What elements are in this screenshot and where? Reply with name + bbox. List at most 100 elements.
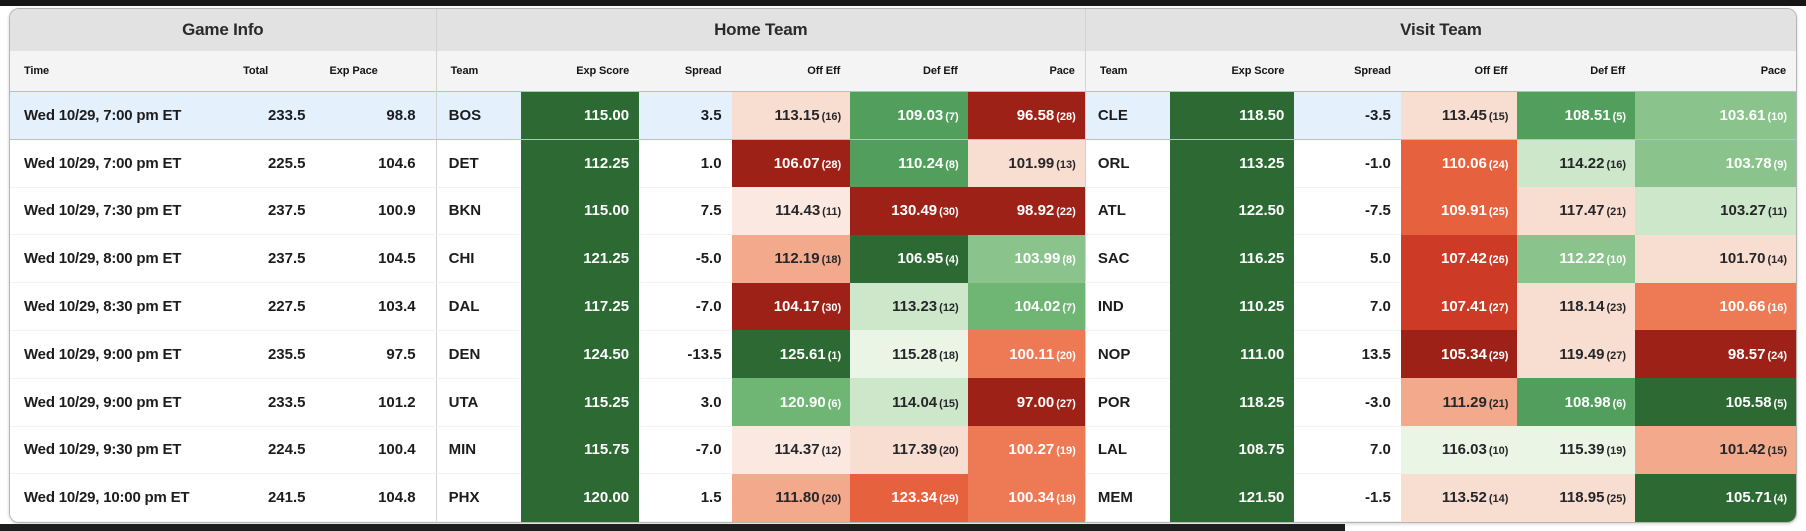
home-def-eff: 114.04 (15) — [850, 378, 968, 427]
home-def-eff: 110.24 (8) — [850, 139, 968, 188]
visit-spread: -3.5 — [1294, 91, 1401, 140]
visit-def-eff-value: 115.39 — [1559, 441, 1605, 459]
visit-spread: 7.0 — [1294, 426, 1401, 475]
visit-pace-value: 105.58 — [1725, 393, 1772, 411]
game-total: 227.5 — [233, 282, 316, 331]
visit-off-eff: 111.29 (21) — [1400, 378, 1518, 427]
visit-def-eff-value: 108.51 — [1564, 106, 1611, 124]
visit-def-eff-value: 118.95 — [1559, 489, 1605, 507]
home-exp-score: 112.25 — [520, 139, 640, 188]
col-header-home-spread: Spread — [639, 51, 732, 92]
col-header-home-off-eff: Off Eff — [731, 51, 851, 92]
visit-team-abbr: CLE — [1084, 91, 1170, 140]
section-header-visit-team: Visit Team — [1084, 9, 1796, 51]
visit-def-eff: 119.49 (27) — [1517, 330, 1636, 379]
col-header-visit-def-eff: Def Eff — [1517, 51, 1636, 92]
game-time: Wed 10/29, 9:30 pm ET — [10, 426, 234, 475]
horizontal-scrollbar[interactable] — [0, 524, 1345, 531]
home-pace: 96.58 (28) — [967, 91, 1086, 140]
section-header-home-team: Home Team — [435, 9, 1086, 51]
home-spread: 7.5 — [639, 187, 732, 236]
visit-spread: 13.5 — [1294, 330, 1401, 379]
visit-spread: -1.5 — [1294, 473, 1401, 523]
home-off-eff-rank: (12) — [821, 445, 842, 458]
home-pace-rank: (28) — [1056, 110, 1076, 123]
home-spread: 3.0 — [639, 378, 732, 427]
visit-def-eff: 115.39 (19) — [1517, 426, 1636, 474]
home-pace-value: 100.11 — [1009, 345, 1055, 363]
game-time: Wed 10/29, 7:30 pm ET — [10, 187, 234, 236]
game-row[interactable]: Wed 10/29, 8:00 pm ET 237.5 104.5 CHI 121.25… — [10, 234, 1796, 284]
home-team-abbr: DAL — [435, 282, 521, 331]
home-off-eff-value: 125.61 — [779, 345, 826, 363]
game-exp-pace: 100.9 — [315, 187, 437, 236]
visit-pace-rank: (5) — [1773, 397, 1787, 410]
home-off-eff: 125.61 (1) — [731, 330, 851, 379]
visit-off-eff: 110.06 (24) — [1400, 139, 1518, 188]
game-row[interactable]: Wed 10/29, 8:30 pm ET 227.5 103.4 DAL 117.25… — [10, 282, 1796, 331]
home-pace-rank: (20) — [1056, 349, 1076, 362]
game-time: Wed 10/29, 9:00 pm ET — [10, 378, 234, 427]
odds-table-card: Game Info Home Team Visit Team Time Tota… — [9, 8, 1797, 524]
game-time: Wed 10/29, 7:00 pm ET — [10, 139, 234, 188]
games-tbody: Wed 10/29, 7:00 pm ET 233.5 98.8 BOS 115.00 3… — [10, 91, 1796, 523]
visit-exp-score: 122.50 — [1169, 187, 1295, 235]
home-off-eff-value: 104.17 — [773, 298, 820, 316]
visit-pace: 105.58 (5) — [1635, 378, 1796, 427]
visit-def-eff-value: 114.22 — [1559, 154, 1605, 172]
game-row[interactable]: Wed 10/29, 9:00 pm ET 233.5 101.2 UTA 115.25… — [10, 378, 1796, 427]
game-row[interactable]: Wed 10/29, 7:30 pm ET 237.5 100.9 BKN 115.00… — [10, 187, 1796, 236]
visit-pace-value: 103.78 — [1725, 154, 1772, 172]
home-pace-value: 100.34 — [1008, 489, 1055, 507]
visit-pace-rank: (16) — [1767, 302, 1787, 315]
game-row[interactable]: Wed 10/29, 9:30 pm ET 224.5 100.4 MIN 115.75… — [10, 426, 1796, 475]
game-exp-pace: 98.8 — [315, 91, 437, 140]
home-off-eff-rank: (20) — [821, 493, 842, 506]
game-total: 237.5 — [233, 234, 316, 284]
home-team-abbr: PHX — [435, 473, 521, 523]
home-pace-rank: (13) — [1056, 158, 1076, 171]
home-def-eff: 106.95 (4) — [850, 234, 968, 283]
visit-off-eff-rank: (14) — [1488, 493, 1509, 506]
visit-spread: 5.0 — [1294, 234, 1401, 284]
home-def-eff-value: 109.03 — [897, 106, 944, 124]
home-def-eff: 130.49 (30) — [850, 187, 968, 235]
visit-off-eff: 107.42 (26) — [1400, 234, 1518, 283]
game-total: 233.5 — [233, 91, 316, 140]
home-spread: 1.0 — [639, 139, 732, 188]
game-exp-pace: 100.4 — [315, 426, 437, 475]
visit-def-eff: 118.95 (25) — [1517, 473, 1636, 522]
home-def-eff-rank: (7) — [945, 110, 959, 123]
home-off-eff-rank: (30) — [821, 302, 842, 315]
visit-off-eff-value: 111.29 — [1442, 393, 1487, 411]
home-exp-score: 120.00 — [520, 473, 640, 522]
visit-exp-score: 118.50 — [1169, 91, 1295, 140]
visit-def-eff-rank: (23) — [1606, 302, 1627, 315]
visit-off-eff-rank: (10) — [1488, 445, 1509, 458]
game-row[interactable]: Wed 10/29, 7:00 pm ET 233.5 98.8 BOS 115.00 3… — [10, 91, 1796, 140]
visit-def-eff: 112.22 (10) — [1517, 234, 1636, 283]
visit-team-abbr: LAL — [1084, 426, 1170, 475]
visit-def-eff-rank: (27) — [1606, 349, 1627, 362]
home-off-eff-rank: (16) — [821, 110, 842, 123]
game-total: 225.5 — [233, 139, 316, 188]
visit-pace: 103.61 (10) — [1635, 91, 1796, 140]
top-border — [0, 0, 1806, 6]
home-team-abbr: DEN — [435, 330, 521, 379]
visit-def-eff: 108.98 (6) — [1517, 378, 1636, 427]
visit-pace-rank: (10) — [1767, 110, 1787, 123]
game-row[interactable]: Wed 10/29, 10:00 pm ET 241.5 104.8 PHX 120.0… — [10, 473, 1796, 523]
home-off-eff: 104.17 (30) — [731, 282, 851, 331]
game-row[interactable]: Wed 10/29, 9:00 pm ET 235.5 97.5 DEN 124.50-… — [10, 330, 1796, 379]
home-team-abbr: BOS — [435, 91, 521, 140]
visit-pace: 103.78 (9) — [1635, 139, 1796, 188]
visit-off-eff-rank: (29) — [1488, 349, 1509, 362]
game-row[interactable]: Wed 10/29, 7:00 pm ET 225.5 104.6 DET 112.25… — [10, 139, 1796, 188]
home-def-eff: 113.23 (12) — [850, 282, 968, 331]
home-def-eff-rank: (29) — [939, 493, 959, 506]
visit-def-eff-value: 108.98 — [1564, 393, 1611, 411]
visit-off-eff: 116.03 (10) — [1400, 426, 1518, 474]
home-pace: 101.99 (13) — [967, 139, 1086, 188]
visit-off-eff-value: 109.91 — [1440, 202, 1487, 220]
col-header-total: Total — [233, 51, 316, 92]
